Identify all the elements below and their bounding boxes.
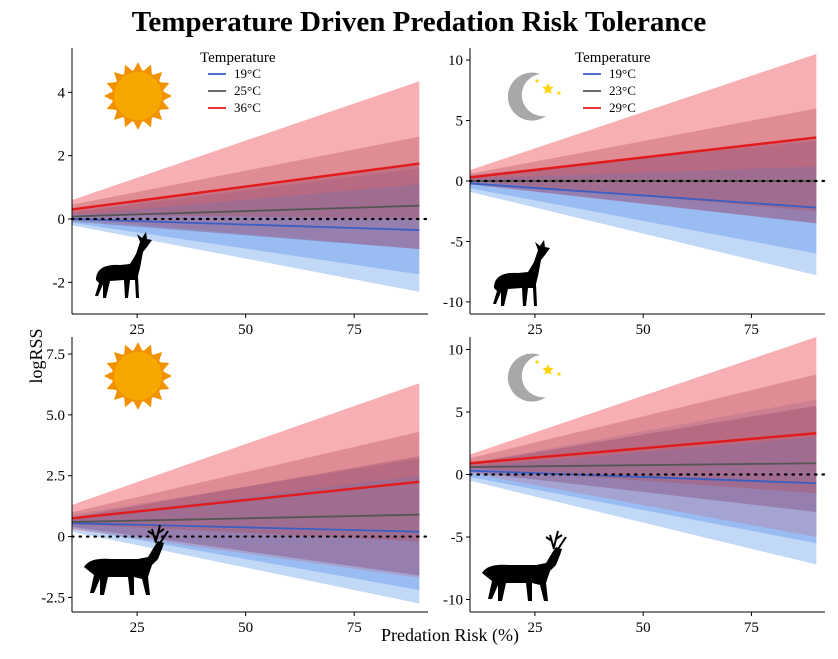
series-line-2 [72,162,420,211]
y-tick-label: 7.5 [46,347,65,363]
x-tick-label: 50 [238,620,253,636]
plot-area [470,337,817,565]
ci-inner-band-cool [72,184,420,275]
y-tick-label: 10 [448,53,463,69]
x-tick-label: 75 [744,322,759,338]
doe-body [95,232,152,298]
legend-title: Temperature [200,50,276,66]
buck-antlers [545,530,567,550]
panel-bottom-right: -10 -5 0 5 10 25 50 75 [443,337,829,636]
y-tick-label: 0 [58,212,66,228]
x-tick-label: 25 [130,620,145,636]
doe-icon [493,240,550,306]
series-line-2 [72,480,420,520]
y-tick-label: -5 [451,234,464,250]
series-line-0 [72,218,420,231]
star-small [556,90,562,95]
legend-entry-label: 25°C [234,83,261,98]
y-tick-label: -2 [53,275,66,291]
buck-body [482,547,562,601]
series-line-2 [470,432,817,465]
y-tick-label: -10 [443,295,463,311]
x-tick-label: 75 [347,322,362,338]
x-tick-label: 75 [744,620,759,636]
legend-entry-label: 23°C [609,83,636,98]
legend-entry-label: 36°C [234,100,261,115]
y-tick-label: 0 [456,468,464,484]
x-axis-label: Predation Risk (%) [381,625,519,646]
y-tick-label: 5.0 [46,408,65,424]
y-tick-label: 0 [58,530,66,546]
y-tick-label: 2.5 [46,469,65,485]
x-tick-label: 75 [347,620,362,636]
figure-title: Temperature Driven Predation Risk Tolera… [131,6,707,38]
y-tick-label: 0 [456,174,464,190]
doe-shape [95,232,152,298]
y-axis-label: logRSS [26,328,46,383]
buck-icon [84,524,169,595]
plot-area [72,383,420,604]
x-tick-label: 25 [527,322,542,338]
series-line-0 [470,182,817,209]
x-tick-label: 25 [527,620,542,636]
series-line-0 [72,522,420,533]
ci-inner-band-hot [470,108,817,212]
star-large [542,83,554,94]
sun-disc [112,70,164,122]
y-tick-label: 4 [58,85,66,101]
ci-inner-band-cool [72,475,420,591]
buck-antlers [147,524,169,544]
star-small [556,371,562,376]
legend-title: Temperature [575,50,651,66]
moon-icon [507,353,562,402]
series-line-1 [72,513,420,523]
doe-shape [493,240,550,306]
sun-disc [112,350,164,402]
buck-icon [482,530,567,601]
panel-bottom-left: -2.5 0 2.5 5.0 7.5 25 50 75 [41,337,432,636]
sun-icon [104,342,172,410]
ci-inner-band-cool [470,166,817,254]
series-line-1 [470,462,817,468]
y-tick-label: 10 [448,343,463,359]
doe-body [493,240,550,306]
buck-body [84,541,164,595]
y-tick-label: -5 [451,530,464,546]
y-tick-label: -2.5 [41,590,65,606]
ci-inner-band-mid [72,456,420,576]
x-tick-label: 50 [636,322,651,338]
moon-crescent [507,353,546,402]
y-tick-label: 2 [58,149,66,165]
doe-icon [95,232,152,298]
moon-crescent [507,72,546,121]
buck-shape [84,524,169,595]
star-small [534,359,540,364]
legend-entry-label: 19°C [609,66,636,81]
legend-entry-label: 29°C [609,100,636,115]
y-tick-label: -10 [443,593,463,609]
x-tick-label: 50 [238,322,253,338]
y-tick-label: 5 [456,114,464,130]
ci-inner-band-hot [72,431,420,542]
x-tick-label: 25 [130,322,145,338]
series-line-1 [72,204,420,218]
plot-area [72,81,420,292]
series-line-2 [470,136,817,179]
y-tick-label: 5 [456,405,464,421]
legend-entry-label: 19°C [234,66,261,81]
ci-inner-band-mid [470,405,817,512]
star-small [534,78,540,83]
x-tick-label: 50 [636,620,651,636]
star-large [542,364,554,375]
buck-shape [482,530,567,601]
series-line-0 [470,469,817,485]
moon-icon [507,72,562,121]
sun-icon [104,62,172,130]
